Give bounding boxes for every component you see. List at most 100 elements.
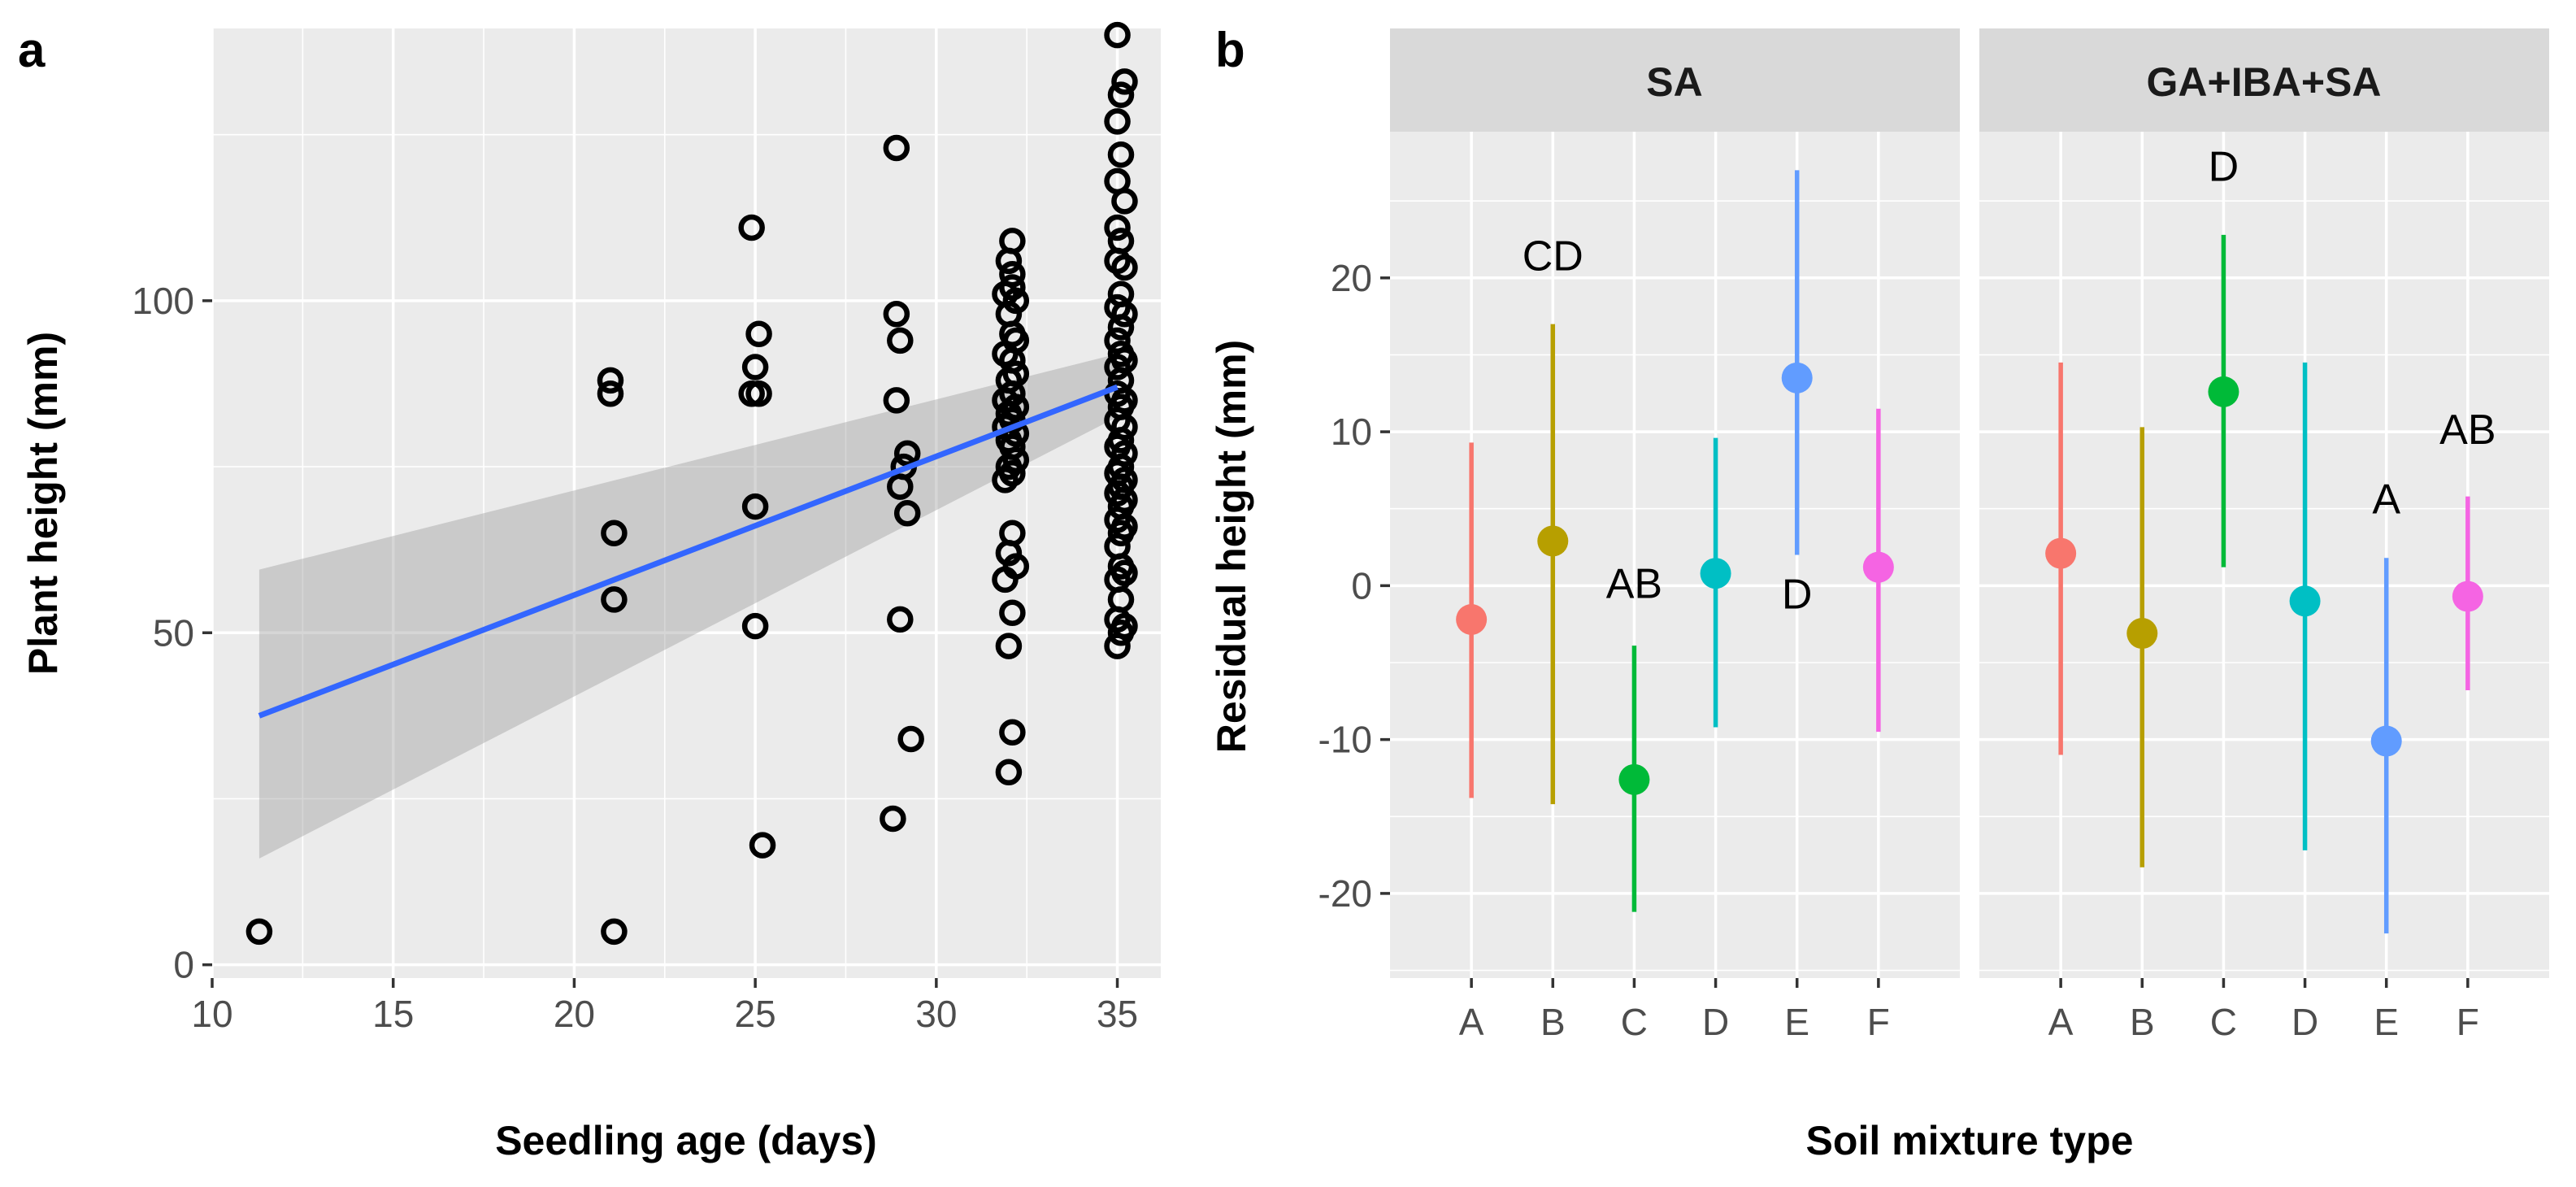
data-point [1111,188,1138,215]
x-tick-label: 20 [554,993,595,1035]
data-point [1111,300,1138,328]
data-point [741,493,769,520]
data-point [883,300,910,328]
data-point [1107,520,1135,547]
y-tick-label: 10 [1331,411,1372,453]
data-point [887,606,914,633]
confidence-band [258,354,1118,859]
data-point [999,599,1026,627]
data-point [995,759,1023,786]
data-point [245,918,273,946]
significance-letter: D [2209,144,2239,191]
x-tick-label: F [2457,1001,2479,1043]
data-point [880,805,906,833]
y-tick-label: 20 [1331,257,1372,299]
data-point [597,380,624,407]
x-tick-label: 10 [191,993,232,1035]
data-point [741,354,769,380]
data-point [887,473,914,500]
y-tick-label: 100 [132,280,194,322]
panel-b-y-axis-title: Residual height (mm) [1209,340,1254,753]
data-point [883,387,910,414]
data-point [893,500,921,527]
x-tick-label: E [2374,1001,2399,1043]
y-tick-label: -20 [1318,872,1372,915]
significance-letter: AB [2439,407,2496,454]
mean-point [2452,580,2483,612]
panel-a: 10 15 20 25 30 35 0 50 100 Seedling age (days) P… [20,21,1161,1163]
data-point [749,832,776,859]
pointrange-marks: CD AB D D A AB [1456,144,2496,934]
x-tick-label: A [1459,1001,1484,1043]
mean-point [1862,551,1894,583]
y-tick-label: 50 [153,611,194,654]
data-point [995,540,1023,567]
x-tick-label: 15 [372,993,414,1035]
x-tick-label: A [2048,1001,2074,1043]
x-tick-label: 25 [735,993,776,1035]
data-point [1104,633,1131,659]
facet-ga-iba-sa-label: GA+IBA+SA [2147,59,2382,105]
facet-ga-iba-sa-strip [1979,28,2549,132]
mean-point [2126,618,2158,650]
x-tick-label: C [1621,1001,1648,1043]
data-point [1107,620,1135,646]
facet-sa-strip [1390,28,1960,132]
x-tick-label: B [1540,1001,1566,1043]
panel-a-axes: 10 15 20 25 30 35 0 50 100 [132,280,1138,1035]
mean-point [2045,537,2077,569]
mean-point [1781,362,1813,393]
y-tick-label: 0 [1351,564,1372,607]
y-tick-label: -10 [1318,719,1372,761]
data-point [741,612,769,640]
x-tick-label: 35 [1097,993,1138,1035]
data-point [1111,254,1138,281]
data-point [601,918,628,946]
data-point [883,134,910,162]
panel-a-y-axis-title: Plant height (mm) [20,332,66,675]
significance-letter: A [2372,476,2400,523]
data-point [1107,314,1135,341]
significance-letter: D [1782,572,1813,619]
data-point [601,520,628,547]
mean-point [2370,725,2402,757]
x-tick-label: B [2130,1001,2155,1043]
data-point [1107,141,1135,168]
data-point [745,380,772,407]
data-point [992,467,1019,493]
data-point [995,633,1023,659]
panel-a-background [212,28,1161,978]
x-tick-label: D [2291,1001,2318,1043]
panel-a-tag: a [18,23,46,77]
data-point [992,566,1019,594]
data-point [897,725,924,753]
data-point [1104,214,1131,241]
data-point [1107,81,1135,108]
data-point [738,214,765,241]
data-point [1104,108,1131,135]
data-point [1111,68,1138,95]
y-tick-label: 0 [173,944,194,986]
data-point [745,320,772,347]
mean-point [1618,763,1650,795]
data-point [1104,354,1131,380]
significance-letter: AB [1606,560,1662,607]
data-point [1104,21,1131,49]
significance-letter: CD [1523,233,1583,280]
x-tick-label: E [1784,1001,1809,1043]
data-point [1002,287,1030,315]
data-point [887,327,914,354]
mean-point [1456,603,1488,635]
panel-b-x-axis-title: Soil mixture type [1806,1118,2134,1163]
x-tick-label: 30 [915,993,957,1035]
x-tick-label: C [2210,1001,2237,1043]
data-point [601,586,628,613]
data-point [893,440,921,467]
facet-sa-background [1390,132,1960,978]
mean-point [1700,558,1731,589]
regression-line [258,384,1119,719]
panel-b-tag: b [1215,23,1245,77]
